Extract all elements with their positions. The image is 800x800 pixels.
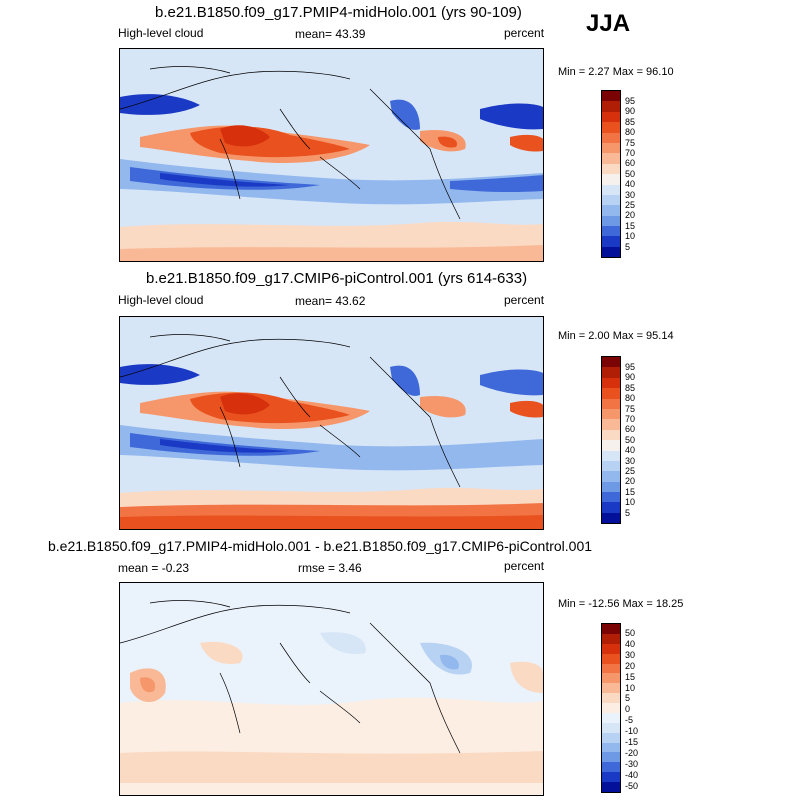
colorbar-tick-label: 85: [625, 382, 636, 393]
colorbar-tick-label: 30: [625, 649, 636, 660]
panel-3-mean: mean = -0.23: [118, 561, 190, 575]
colorbar-tick-label: 40: [625, 179, 636, 190]
colorbar-tick-label: 15: [625, 220, 636, 231]
colorbar-tick-label: 25: [625, 200, 636, 210]
colorbar-tick-label: 30: [625, 189, 636, 200]
colorbar-tick-label: 50: [625, 168, 636, 179]
colorbar-tick-label: 5: [625, 241, 631, 252]
panel-2-variable-label: High-level cloud: [118, 293, 204, 307]
colorbar-tick-label: 50: [625, 628, 636, 638]
colorbar-tick-label: 60: [625, 424, 636, 435]
panel-3-map: [119, 582, 544, 796]
panel-2-units: percent: [504, 293, 545, 307]
panel-2-title: b.e21.B1850.f09_g17.CMIP6-piControl.001 …: [146, 270, 528, 287]
colorbar-tick-label: 95: [625, 96, 636, 106]
colorbar-tick-label: 70: [625, 148, 636, 158]
colorbar-tick-label: 75: [625, 137, 636, 148]
panel-3-rmse: rmse = 3.46: [298, 561, 362, 575]
colorbar-tick-label: -50: [625, 780, 639, 791]
colorbar-tick-label: 95: [625, 362, 636, 372]
panel-2-minmax: Min = 2.00 Max = 95.14: [558, 330, 674, 342]
panel-3-minmax: Min = -12.56 Max = 18.25: [558, 598, 684, 610]
panel-2-map: [119, 316, 544, 530]
colorbar-tick-label: 5: [625, 693, 631, 704]
colorbar-tick-label: 50: [625, 434, 636, 445]
colorbar-tick-label: 20: [625, 210, 636, 221]
colorbar-tick-label: 90: [625, 106, 636, 117]
colorbar-tick-label: 30: [625, 455, 636, 466]
colorbar-tick-label: -15: [625, 737, 639, 747]
colorbar-tick-label: 40: [625, 445, 636, 456]
panel-3-colorbar: [601, 623, 621, 793]
colorbar-tick-label: 10: [625, 231, 636, 242]
colorbar-tick-label: 25: [625, 466, 636, 476]
colorbar-tick-label: 20: [625, 660, 636, 671]
panel-2-colorbar: [601, 356, 621, 524]
colorbar-tick-label: 20: [625, 476, 636, 487]
colorbar-tick-label: 75: [625, 403, 636, 414]
panel-1-map: [119, 48, 544, 262]
colorbar-tick-label: 40: [625, 638, 636, 649]
colorbar-tick-label: -40: [625, 769, 639, 780]
colorbar-tick-label: 15: [625, 671, 636, 682]
panel-1-mean: mean= 43.39: [295, 27, 366, 41]
colorbar-tick-label: -5: [625, 715, 634, 726]
panel-2-mean: mean= 43.62: [295, 294, 366, 308]
season-label: JJA: [586, 10, 631, 37]
colorbar-tick-label: -20: [625, 747, 639, 758]
colorbar-tick-label: 80: [625, 393, 636, 404]
colorbar-tick-label: 90: [625, 372, 636, 383]
panel-1-title: b.e21.B1850.f09_g17.PMIP4-midHolo.001 (y…: [155, 4, 522, 21]
panel-1-colorbar: [601, 90, 621, 258]
colorbar-tick-label: 5: [625, 507, 631, 518]
colorbar-tick-label: 80: [625, 127, 636, 138]
panel-3-title: b.e21.B1850.f09_g17.PMIP4-midHolo.001 - …: [48, 538, 593, 554]
panel-1-minmax: Min = 2.27 Max = 96.10: [558, 66, 674, 78]
panel-1-variable-label: High-level cloud: [118, 26, 204, 40]
colorbar-tick-label: 0: [625, 704, 631, 715]
colorbar-tick-label: 70: [625, 414, 636, 424]
colorbar-tick-label: 85: [625, 116, 636, 127]
colorbar-tick-label: -10: [625, 726, 639, 737]
colorbar-tick-label: 60: [625, 158, 636, 169]
panel-3-units: percent: [504, 559, 545, 573]
colorbar-tick-label: -30: [625, 758, 639, 769]
panel-1-units: percent: [504, 26, 545, 40]
colorbar-tick-label: 15: [625, 486, 636, 497]
colorbar-tick-label: 10: [625, 497, 636, 508]
colorbar-tick-label: 10: [625, 682, 636, 693]
